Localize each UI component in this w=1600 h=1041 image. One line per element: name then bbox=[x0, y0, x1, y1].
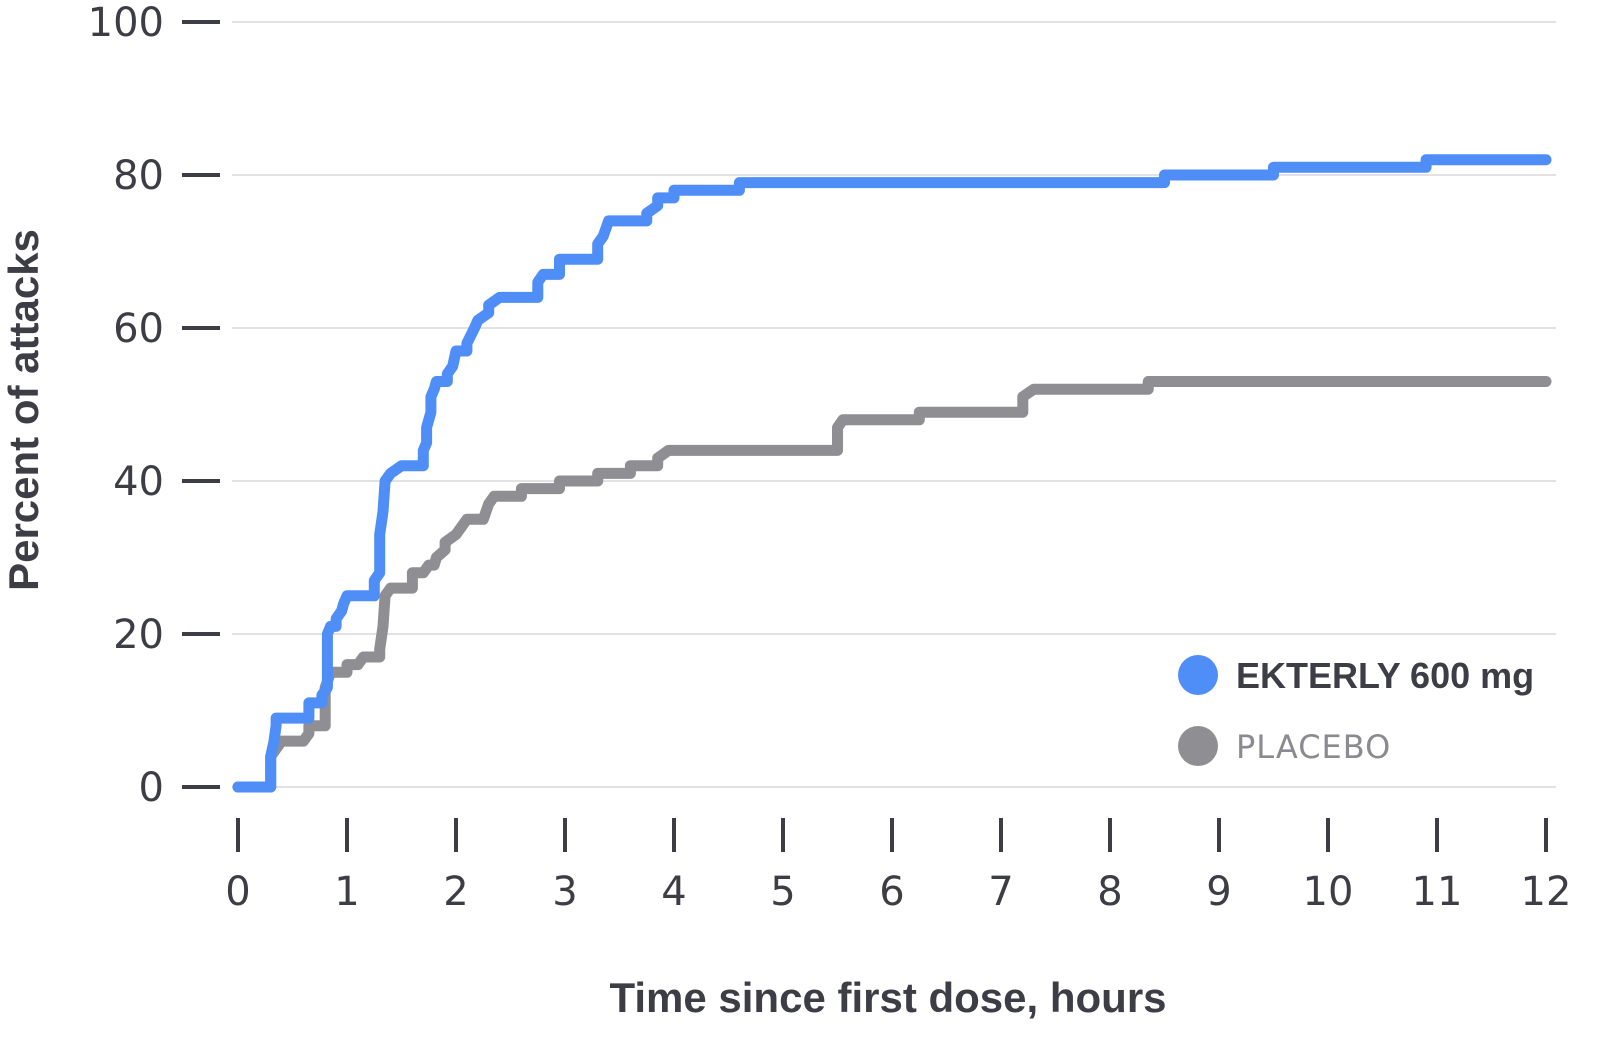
x-axis-title: Time since first dose, hours bbox=[609, 974, 1166, 1021]
legend-swatch-ekterly bbox=[1178, 655, 1218, 695]
legend-label-placebo: PLACEBO bbox=[1236, 728, 1391, 766]
x-tick-label-6: 6 bbox=[879, 869, 904, 915]
x-tick-label-0: 0 bbox=[225, 869, 250, 915]
x-tick-label-4: 4 bbox=[661, 869, 686, 915]
x-tick-label-5: 5 bbox=[770, 869, 795, 915]
y-tick-label-100: 100 bbox=[88, 0, 164, 46]
legend-label-ekterly: EKTERLY 600 mg bbox=[1236, 655, 1534, 696]
y-tick-label-40: 40 bbox=[113, 459, 164, 505]
grid-lines bbox=[232, 21, 1556, 788]
y-axis: 0 20 40 60 80 100 bbox=[88, 0, 220, 811]
y-tick-label-80: 80 bbox=[113, 153, 164, 199]
y-axis-title: Percent of attacks bbox=[0, 229, 47, 591]
x-tick-label-12: 12 bbox=[1521, 869, 1572, 915]
x-tick-label-9: 9 bbox=[1206, 869, 1231, 915]
y-tick-label-20: 20 bbox=[113, 612, 164, 658]
x-tick-label-11: 11 bbox=[1412, 869, 1463, 915]
y-tick-label-0: 0 bbox=[139, 765, 164, 811]
x-tick-label-1: 1 bbox=[334, 869, 359, 915]
legend: EKTERLY 600 mg PLACEBO bbox=[1178, 655, 1534, 766]
series-lines bbox=[232, 154, 1552, 793]
series-line-placebo bbox=[232, 376, 1552, 793]
x-tick-label-10: 10 bbox=[1303, 869, 1354, 915]
y-tick-label-60: 60 bbox=[113, 306, 164, 352]
series-line-ekterly-600-mg bbox=[232, 154, 1552, 793]
x-tick-label-3: 3 bbox=[552, 869, 577, 915]
legend-swatch-placebo bbox=[1178, 726, 1218, 766]
x-tick-label-7: 7 bbox=[988, 869, 1013, 915]
x-tick-label-8: 8 bbox=[1097, 869, 1122, 915]
x-axis: 0 1 2 3 4 5 6 7 8 9 10 11 12 bbox=[225, 818, 1571, 915]
x-tick-label-2: 2 bbox=[443, 869, 468, 915]
